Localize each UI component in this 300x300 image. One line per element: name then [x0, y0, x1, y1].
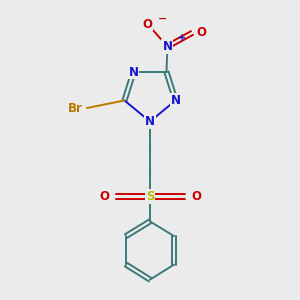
Text: N: N: [162, 40, 172, 53]
Text: N: N: [128, 65, 139, 79]
Text: O: O: [142, 17, 153, 31]
Text: Br: Br: [68, 101, 82, 115]
Text: +: +: [178, 33, 186, 43]
Text: −: −: [158, 14, 167, 24]
Text: O: O: [99, 190, 109, 203]
Text: S: S: [146, 190, 154, 203]
Text: N: N: [145, 115, 155, 128]
Text: O: O: [191, 190, 201, 203]
Text: O: O: [196, 26, 207, 40]
Text: N: N: [170, 94, 181, 107]
